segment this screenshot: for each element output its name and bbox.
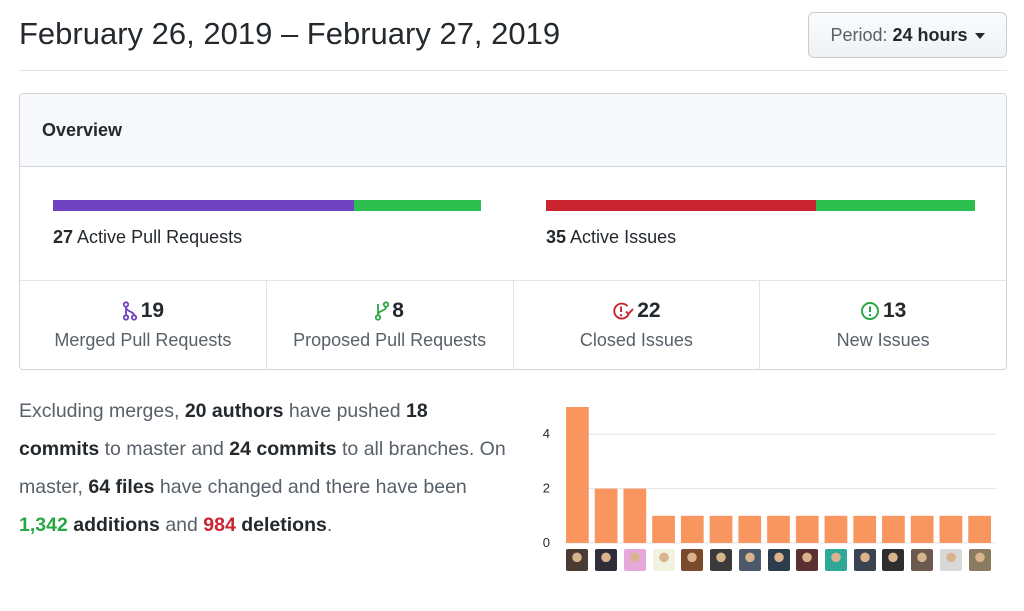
chart-bar[interactable]	[566, 407, 589, 543]
date-range-title: February 26, 2019 – February 27, 2019	[19, 16, 561, 51]
active-issues-count: 35	[546, 227, 567, 247]
commit-summary: Excluding merges, 20 authors have pushed…	[19, 392, 509, 544]
chart-bar[interactable]	[853, 515, 877, 543]
overview-header: Overview	[20, 94, 1006, 167]
stat-proposed-pull-requests[interactable]: 8 Proposed Pull Requests	[267, 281, 514, 369]
merged-pull-requests-label: Merged Pull Requests	[54, 330, 232, 350]
author-avatar[interactable]	[767, 549, 790, 571]
deletions-count: 984	[203, 514, 236, 536]
stat-new-issues[interactable]: 13 New Issues	[760, 281, 1006, 369]
chart-bar[interactable]	[910, 515, 934, 543]
git-merge-icon	[122, 301, 138, 321]
chart-bar[interactable]	[709, 515, 733, 543]
proposed-pull-requests-label: Proposed Pull Requests	[293, 330, 487, 350]
closed-issues-count: 22	[637, 299, 661, 322]
new-issues-label: New Issues	[836, 330, 930, 350]
summary-text-2: have pushed	[283, 400, 406, 422]
author-avatar[interactable]	[652, 549, 675, 571]
stat-merged-pull-requests[interactable]: 19 Merged Pull Requests	[20, 281, 267, 369]
git-pull-request-icon	[375, 301, 390, 321]
summary-text-4: to all branches. On master,	[19, 438, 506, 498]
master-commits-link[interactable]: 18 commits	[19, 400, 428, 460]
active-issues-label: Active Issues	[570, 227, 677, 247]
chart-bar[interactable]	[882, 515, 905, 543]
author-avatar[interactable]	[623, 549, 646, 571]
files-changed-link[interactable]: 64 files	[88, 476, 155, 498]
page-header: February 26, 2019 – February 27, 2019 Pe…	[19, 0, 1007, 71]
chart-bar[interactable]	[795, 515, 819, 543]
summary-text-7: .	[326, 514, 333, 536]
additions-count: 1,342	[19, 514, 68, 536]
all-commits-link[interactable]: 24 commits	[229, 438, 337, 460]
period-label: Period:	[830, 24, 888, 45]
summary-text-3: to master and	[99, 438, 230, 460]
closed-issues-label: Closed Issues	[579, 330, 693, 350]
merged-pull-requests-count: 19	[140, 299, 165, 322]
overview-bars: 27 Active Pull Requests 35 Active Issues	[20, 167, 1006, 281]
active-pull-requests-link[interactable]: 27 Active Pull Requests	[53, 227, 242, 248]
y-tick-label: 2	[543, 481, 550, 496]
chart-bar[interactable]	[680, 515, 704, 543]
author-avatar[interactable]	[681, 549, 704, 571]
deletions-word: deletions	[235, 514, 327, 536]
period-dropdown-button[interactable]: Period: 24 hours	[808, 12, 1007, 58]
pull-requests-bar[interactable]	[53, 200, 481, 211]
caret-down-icon	[974, 33, 985, 39]
chart-bar[interactable]	[738, 515, 762, 543]
overview-box: Overview 27 Active Pull Requests 35 Acti…	[19, 93, 1007, 370]
authors-count-link[interactable]: 20 authors	[184, 400, 284, 422]
summary-text-1: Excluding merges,	[19, 400, 185, 422]
chart-bar[interactable]	[594, 488, 618, 543]
author-avatar[interactable]	[882, 549, 905, 571]
chart-bar[interactable]	[623, 488, 647, 543]
author-avatar[interactable]	[595, 549, 618, 571]
pr-open-segment	[354, 200, 481, 211]
issue-opened-icon	[860, 301, 880, 321]
author-avatar[interactable]	[796, 549, 819, 571]
stat-closed-issues[interactable]: 22 Closed Issues	[514, 281, 761, 369]
overview-stats: 19 Merged Pull Requests 8 Proposed Pull …	[20, 281, 1006, 369]
chart-bar[interactable]	[767, 515, 790, 543]
overview-title: Overview	[42, 119, 123, 140]
active-pull-requests-count: 27	[53, 227, 74, 247]
author-avatar[interactable]	[968, 549, 991, 571]
author-avatar[interactable]	[710, 549, 733, 571]
new-issues-count: 13	[882, 299, 907, 322]
author-avatar[interactable]	[939, 549, 962, 571]
chart-bar[interactable]	[968, 515, 991, 543]
chart-bar[interactable]	[824, 515, 848, 543]
additions-word: additions	[67, 514, 160, 536]
commits-by-author-chart: 0 2 4	[520, 390, 1010, 580]
author-avatar[interactable]	[738, 549, 761, 571]
chart-bar[interactable]	[939, 515, 963, 543]
chart-bar[interactable]	[652, 515, 675, 543]
author-avatar[interactable]	[853, 549, 876, 571]
active-pull-requests-label: Active Pull Requests	[77, 227, 243, 247]
period-value: 24 hours	[892, 24, 968, 45]
y-tick-label: 4	[543, 426, 550, 441]
author-avatar[interactable]	[824, 549, 847, 571]
issues-closed-segment	[546, 200, 816, 211]
summary-text-6: and	[159, 514, 204, 536]
issues-bar[interactable]	[546, 200, 975, 211]
author-avatar[interactable]	[566, 549, 589, 571]
pr-merged-segment	[53, 200, 355, 211]
author-avatar[interactable]	[911, 549, 934, 571]
proposed-pull-requests-count: 8	[392, 299, 404, 322]
issue-closed-icon	[612, 301, 634, 321]
summary-text-5: have changed and there have been	[154, 476, 467, 498]
chart-svg: 0 2 4	[543, 407, 996, 550]
y-tick-label: 0	[543, 535, 550, 550]
active-issues-link[interactable]: 35 Active Issues	[546, 227, 676, 248]
issues-new-segment	[815, 200, 975, 211]
